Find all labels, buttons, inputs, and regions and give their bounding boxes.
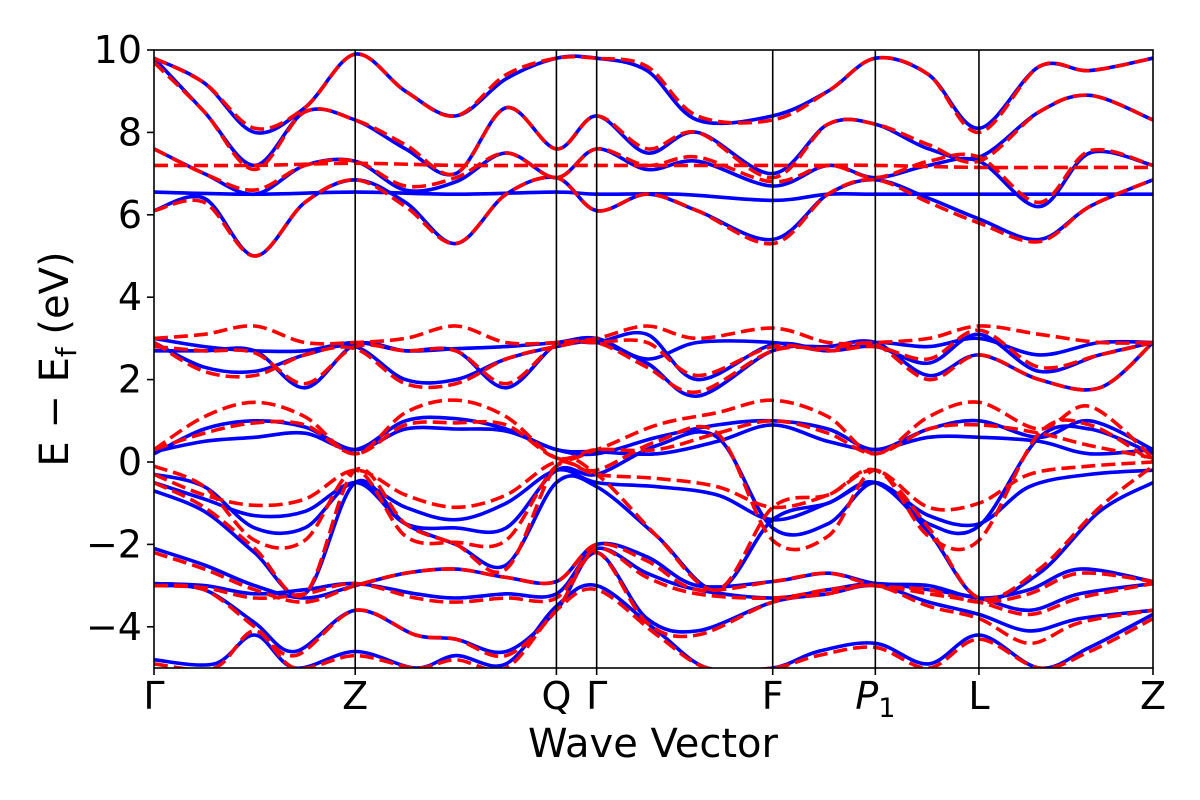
y-axis-label-main: E − E bbox=[32, 357, 78, 467]
y-axis-label-unit: (eV) bbox=[32, 251, 78, 347]
x-axis-label: Wave Vector bbox=[528, 721, 779, 767]
y-tick-label-2: −2 bbox=[86, 522, 142, 566]
y-axis-label-subscript: f bbox=[50, 346, 83, 357]
x-tick-label-2: Z bbox=[342, 674, 368, 718]
y-axis-label: E − Ef (eV) bbox=[32, 251, 83, 466]
y-tick-label-4: 2 bbox=[118, 358, 142, 402]
x-tick-label-6: P1 bbox=[855, 674, 895, 724]
plot-frame bbox=[153, 49, 1154, 669]
dashed-band-1 bbox=[154, 587, 1153, 668]
x-axis-ticks: Γ Z Q Γ F P1 L Z bbox=[143, 668, 1166, 724]
dashed-band-5 bbox=[154, 456, 1153, 602]
y-tick-label-6: 6 bbox=[118, 193, 142, 237]
x-tick-label-7: L bbox=[968, 674, 989, 718]
y-tick-label-7: 8 bbox=[118, 110, 142, 154]
y-tick-label-5: 4 bbox=[118, 275, 142, 319]
dashed-band-11 bbox=[154, 324, 1153, 346]
dashed-band-2 bbox=[154, 550, 1153, 659]
dashed-band-16 bbox=[154, 61, 1153, 180]
solid-band-12 bbox=[154, 330, 1153, 390]
dashed-band-12 bbox=[154, 328, 1153, 386]
x-tick-label-3: Q bbox=[541, 674, 571, 718]
solid-band-15 bbox=[154, 147, 1153, 209]
dashed-band-9 bbox=[154, 419, 1153, 461]
y-tick-label-3: 0 bbox=[118, 440, 142, 484]
y-tick-label-8: 10 bbox=[94, 28, 142, 72]
y-tick-label-1: −4 bbox=[86, 605, 142, 649]
high-symmetry-lines bbox=[354, 50, 980, 668]
dashed-band-6 bbox=[154, 459, 1153, 512]
x-tick-label-1: Γ bbox=[143, 674, 164, 718]
x-tick-label-4: Γ bbox=[586, 674, 607, 718]
y-axis-ticks: −4 −2 0 2 4 6 8 10 bbox=[86, 28, 154, 649]
solid-band-9 bbox=[154, 415, 1153, 457]
x-tick-label-5: F bbox=[762, 674, 784, 718]
x-tick-label-8: Z bbox=[1140, 674, 1166, 718]
